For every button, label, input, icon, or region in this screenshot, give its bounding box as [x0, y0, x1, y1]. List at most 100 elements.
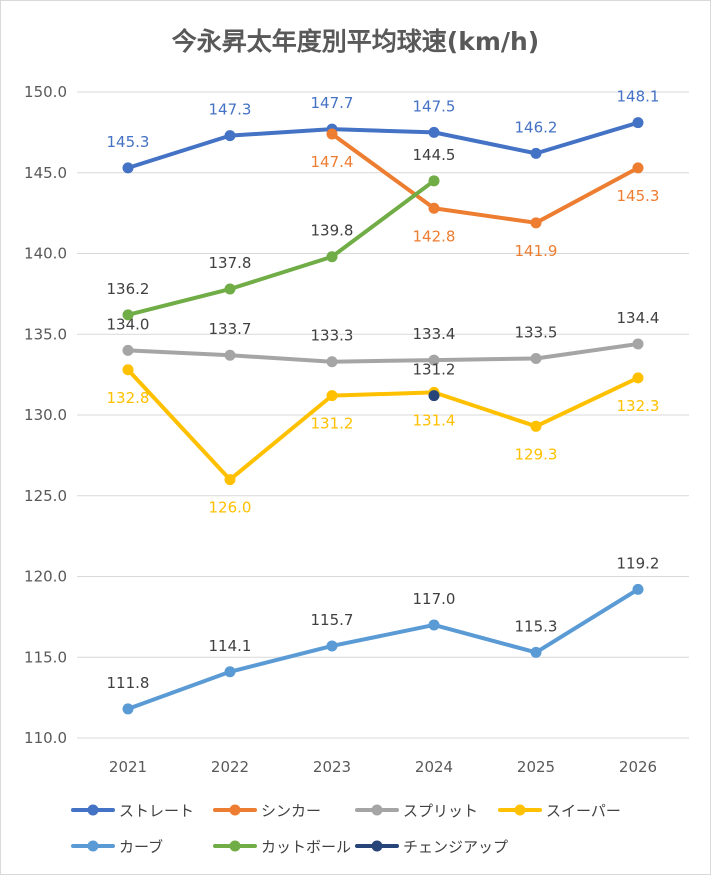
data-point	[122, 162, 134, 174]
data-point	[326, 390, 338, 402]
data-label: 147.7	[311, 94, 354, 112]
legend-marker	[87, 840, 99, 852]
data-point	[632, 372, 644, 384]
data-label: 134.4	[617, 309, 660, 327]
legend-label: ストレート	[119, 802, 194, 820]
data-point	[632, 583, 644, 595]
data-point	[428, 202, 440, 214]
data-label: 148.1	[617, 88, 660, 106]
legend-marker	[87, 804, 99, 816]
data-point	[224, 130, 236, 142]
legend-label: カーブ	[119, 838, 163, 856]
data-label: 133.7	[209, 320, 252, 338]
legend-label: スプリット	[403, 802, 478, 820]
legend-label: スイーパー	[546, 802, 621, 820]
series-line	[126, 367, 640, 482]
data-label: 131.4	[413, 411, 456, 429]
x-tick-label: 2026	[619, 758, 657, 776]
y-tick-label: 120.0	[24, 568, 67, 586]
data-point	[122, 344, 134, 356]
data-label: 115.3	[515, 617, 558, 635]
data-label: 117.0	[413, 590, 456, 608]
data-label: 142.8	[413, 227, 456, 245]
data-point	[428, 619, 440, 631]
data-point	[632, 338, 644, 350]
series-line	[330, 131, 640, 225]
x-tick-label: 2025	[517, 758, 555, 776]
data-label: 133.5	[515, 323, 558, 341]
legend-label: カットボール	[261, 838, 351, 856]
data-label: 144.5	[413, 146, 456, 164]
data-label: 147.5	[413, 97, 456, 115]
data-label: 136.2	[107, 280, 150, 298]
data-label: 147.3	[209, 101, 252, 119]
data-label: 145.3	[107, 133, 150, 151]
data-point	[326, 640, 338, 652]
data-label: 141.9	[515, 242, 558, 260]
data-point	[530, 217, 542, 229]
data-label: 146.2	[515, 118, 558, 136]
legend-label: シンカー	[261, 802, 321, 820]
legend-marker	[514, 804, 526, 816]
data-label: 132.8	[107, 389, 150, 407]
legend-marker	[371, 840, 383, 852]
legend-marker	[229, 840, 241, 852]
data-point	[326, 128, 338, 140]
data-point	[530, 147, 542, 159]
y-tick-label: 140.0	[24, 245, 67, 263]
data-point	[632, 117, 644, 129]
x-tick-label: 2022	[211, 758, 249, 776]
y-tick-label: 135.0	[24, 325, 67, 343]
data-label: 134.0	[107, 315, 150, 333]
data-label: 114.1	[209, 637, 252, 655]
data-point	[428, 175, 440, 187]
data-point	[326, 356, 338, 368]
data-point	[530, 420, 542, 432]
data-point	[122, 364, 134, 376]
data-label: 137.8	[209, 254, 252, 272]
data-label: 139.8	[311, 222, 354, 240]
legend-marker	[371, 804, 383, 816]
data-label: 115.7	[311, 611, 354, 629]
data-label: 147.4	[311, 153, 354, 171]
x-tick-label: 2024	[415, 758, 453, 776]
series-line	[126, 120, 640, 170]
data-label: 111.8	[107, 674, 150, 692]
data-label: 133.3	[311, 327, 354, 345]
data-label: 126.0	[209, 499, 252, 517]
y-tick-label: 110.0	[24, 729, 67, 747]
y-tick-label: 115.0	[24, 648, 67, 666]
legend-marker	[229, 804, 241, 816]
y-tick-label: 150.0	[24, 83, 67, 101]
data-label: 119.2	[617, 554, 660, 572]
data-point	[122, 309, 134, 321]
data-point	[632, 162, 644, 174]
x-tick-label: 2021	[109, 758, 147, 776]
data-point	[428, 126, 440, 138]
y-tick-label: 145.0	[24, 164, 67, 182]
data-label: 132.3	[617, 397, 660, 415]
data-point	[428, 354, 440, 366]
data-point	[224, 349, 236, 361]
data-point	[224, 666, 236, 678]
data-point	[428, 390, 440, 402]
chart-title: 今永昇太年度別平均球速(km/h)	[171, 27, 540, 56]
data-point	[224, 283, 236, 295]
x-tick-label: 2023	[313, 758, 351, 776]
data-label: 131.2	[413, 361, 456, 379]
y-tick-label: 125.0	[24, 487, 67, 505]
data-label: 145.3	[617, 187, 660, 205]
series-line	[126, 587, 640, 711]
data-label: 133.4	[413, 325, 456, 343]
series-line	[126, 178, 436, 317]
data-label: 129.3	[515, 445, 558, 463]
data-point	[530, 352, 542, 364]
data-point	[326, 251, 338, 263]
data-point	[530, 646, 542, 658]
legend-label: チェンジアップ	[403, 838, 508, 856]
data-label: 131.2	[311, 415, 354, 433]
series-line	[126, 341, 640, 364]
data-point	[122, 703, 134, 715]
